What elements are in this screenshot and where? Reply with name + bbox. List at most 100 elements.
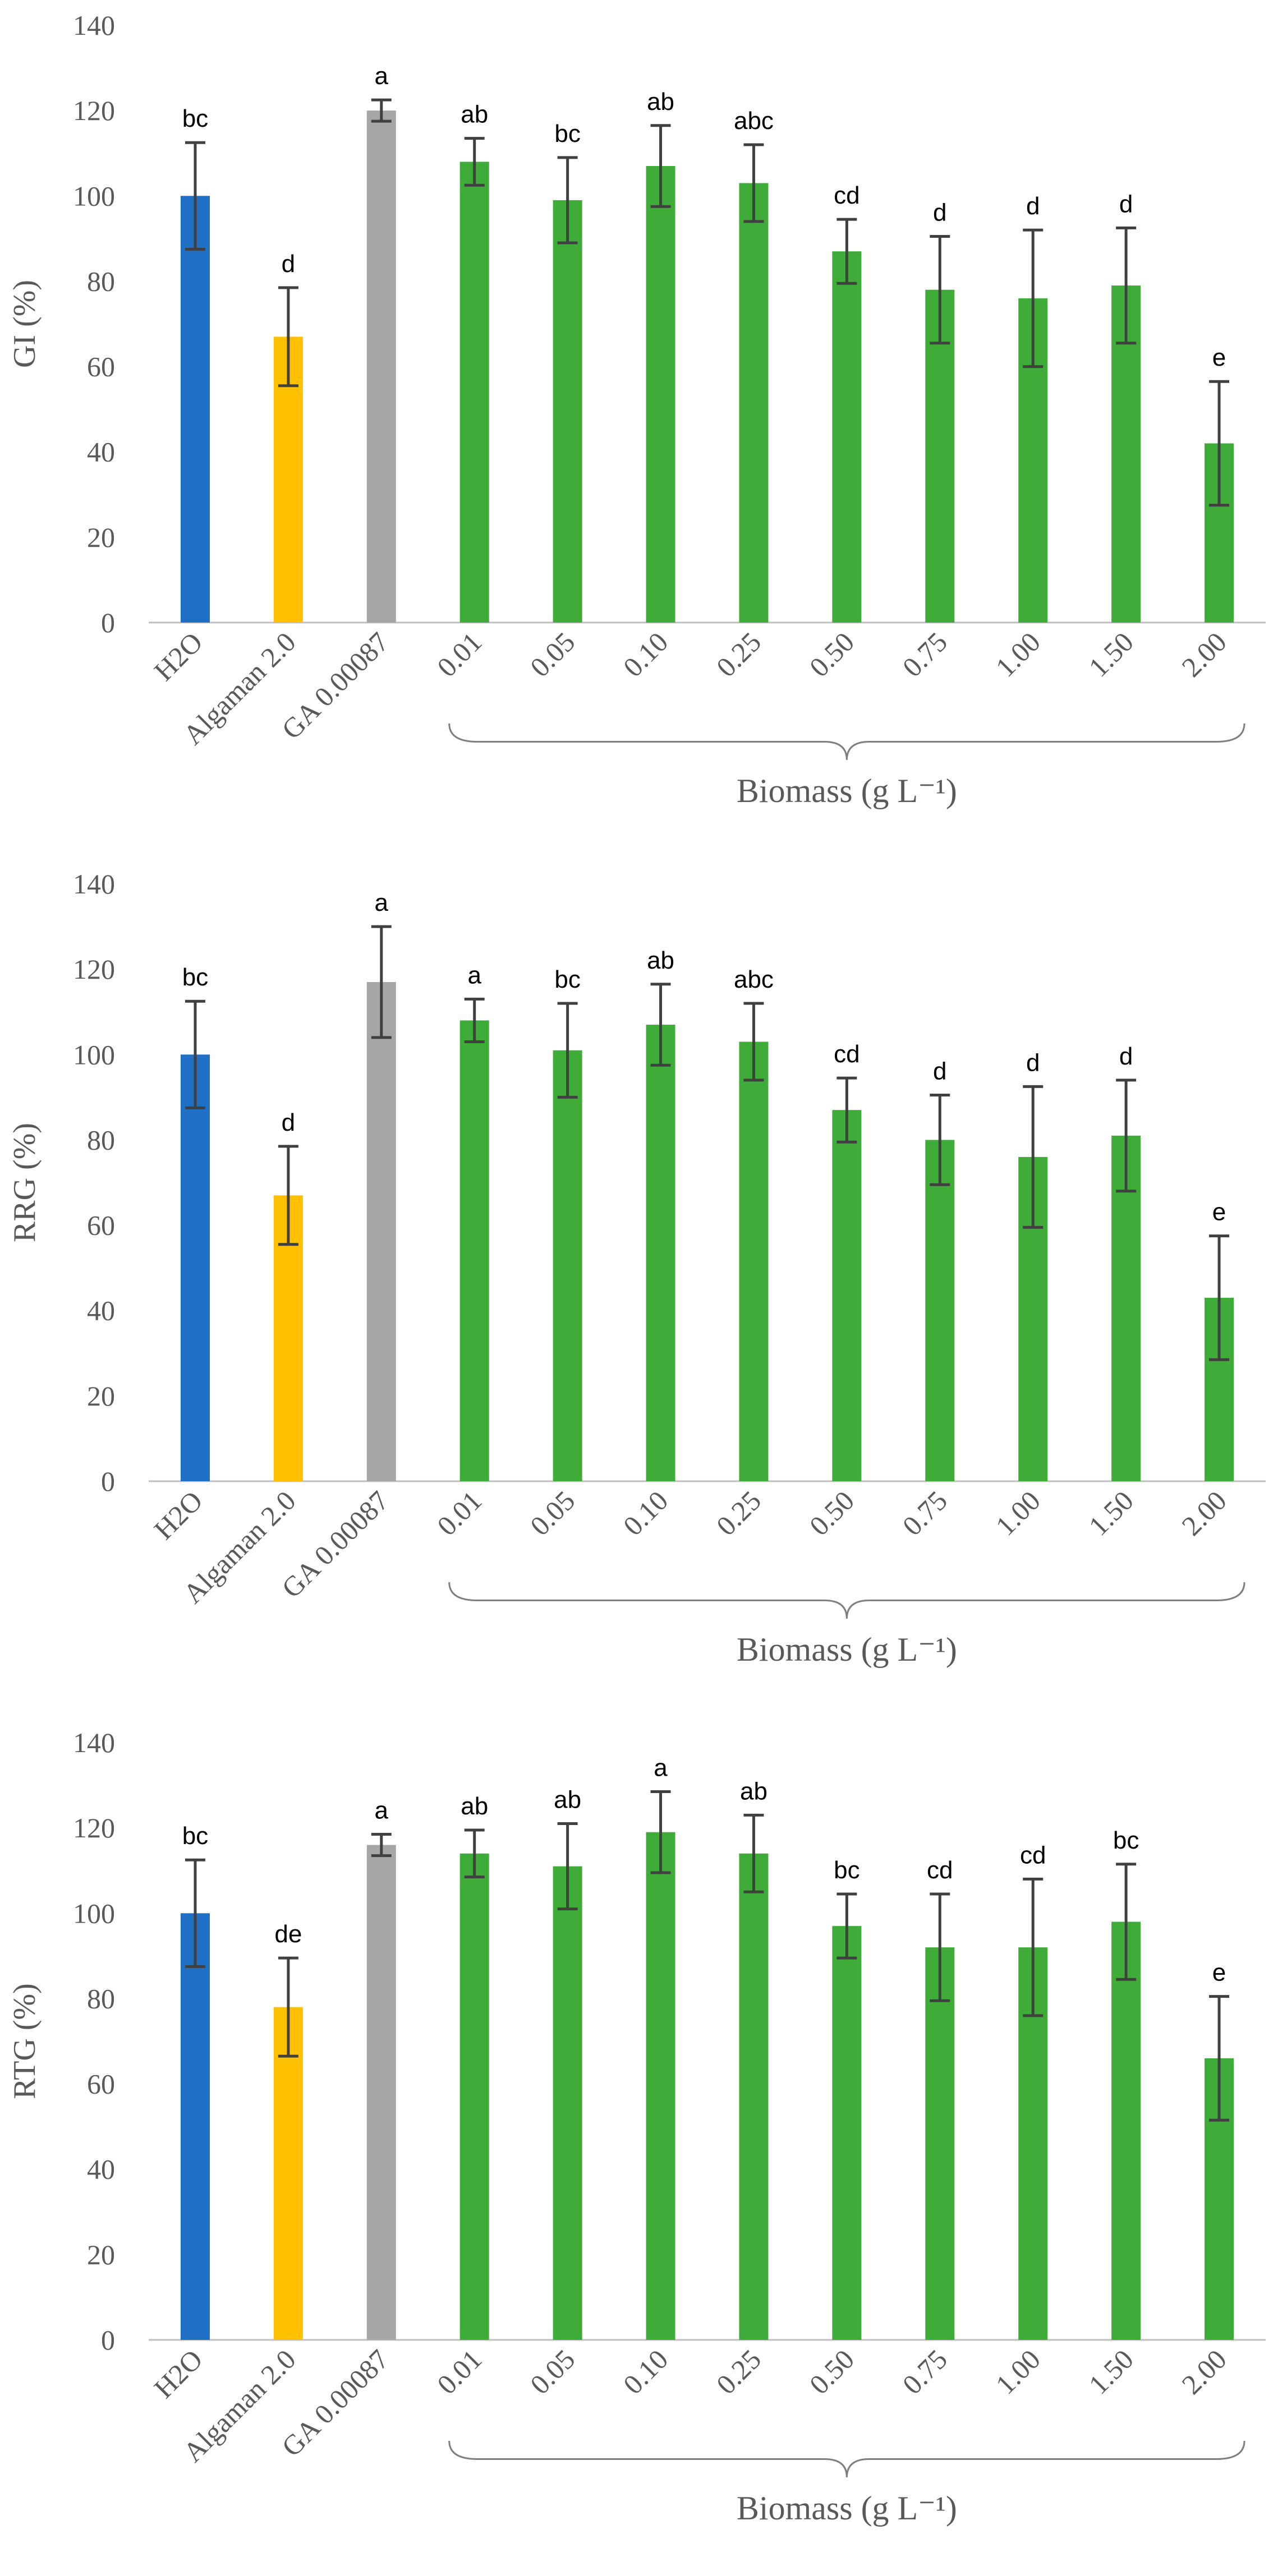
significance-letter: bc [834, 1856, 859, 1884]
significance-letter: a [375, 889, 389, 916]
bar-0.75 [925, 289, 955, 623]
category-label: 0.50 [803, 626, 860, 683]
bar-GA 0.00087 [366, 1845, 396, 2340]
bar-0.01 [459, 1020, 489, 1481]
bar-0.10 [646, 1025, 675, 1481]
y-tick-label: 40 [87, 1295, 115, 1326]
error-bar [1023, 1877, 1044, 2017]
category-label: 1.50 [1082, 626, 1139, 683]
y-tick-label: 140 [73, 10, 115, 41]
y-tick-label: 80 [87, 1983, 115, 2014]
biomass-group-label: Biomass (g L⁻¹) [737, 772, 957, 809]
significance-letter: bc [554, 120, 580, 148]
biomass-group-label: Biomass (g L⁻¹) [737, 1631, 957, 1668]
significance-letter: bc [554, 966, 580, 993]
error-bar [650, 983, 671, 1067]
significance-letter: ab [461, 1792, 488, 1820]
y-tick-label: 0 [101, 1466, 115, 1497]
error-bar [557, 1822, 578, 1911]
error-bar [278, 1956, 298, 2058]
category-label: 1.00 [990, 1485, 1046, 1541]
significance-letter: ab [647, 947, 674, 974]
error-bar [930, 235, 950, 345]
category-label: 0.50 [803, 1485, 860, 1541]
significance-letter: d [1026, 1049, 1040, 1076]
significance-letter: d [1026, 192, 1040, 220]
error-bar [278, 286, 298, 388]
biomass-group-brace [448, 2440, 1245, 2478]
y-tick-label: 60 [87, 351, 115, 383]
error-bar [1023, 1085, 1044, 1229]
significance-letter: e [1212, 1199, 1226, 1226]
y-tick-label: 120 [73, 95, 115, 126]
category-label: 0.05 [524, 1485, 581, 1541]
significance-letter: bc [1113, 1827, 1139, 1854]
category-label: 2.00 [1175, 1485, 1232, 1541]
category-label: 1.00 [990, 626, 1046, 683]
significance-letter: a [467, 961, 481, 989]
error-bar [1209, 380, 1230, 507]
category-label: H2O [148, 1485, 208, 1545]
y-tick-label: 140 [73, 868, 115, 900]
category-label: 0.10 [617, 2343, 674, 2400]
category-label: 0.25 [710, 2343, 767, 2400]
biomass-group-brace [448, 1582, 1245, 1619]
error-bar [278, 1145, 298, 1246]
error-bar [557, 1002, 578, 1099]
bar-0.25 [739, 183, 769, 623]
y-tick-label: 60 [87, 1210, 115, 1241]
category-label: 0.01 [431, 1485, 488, 1541]
significance-letter: ab [461, 101, 488, 128]
bar-0.10 [646, 166, 675, 623]
y-tick-label: 120 [73, 953, 115, 985]
bar-0.25 [739, 1853, 769, 2340]
category-label: 0.05 [524, 626, 581, 683]
significance-letter: d [282, 250, 295, 278]
error-bar [1209, 1234, 1230, 1361]
significance-letter: bc [182, 964, 208, 991]
error-bar [371, 1833, 392, 1858]
category-label: 0.10 [617, 1485, 674, 1541]
significance-letter: d [1119, 1043, 1133, 1070]
y-axis-title: GI (%) [7, 280, 42, 368]
error-bar [185, 999, 205, 1109]
significance-letter: e [1212, 344, 1226, 371]
y-tick-label: 80 [87, 265, 115, 297]
category-label: 0.50 [803, 2343, 860, 2400]
bar-0.50 [832, 251, 862, 623]
y-tick-label: 0 [101, 607, 115, 638]
y-tick-label: 40 [87, 436, 115, 468]
bar-0.05 [553, 1866, 582, 2340]
category-label: 0.05 [524, 2343, 581, 2400]
error-bar [1023, 228, 1044, 368]
significance-letter: cd [834, 1040, 859, 1068]
bar-1.50 [1111, 1135, 1141, 1481]
significance-letter: bc [182, 105, 208, 132]
error-bar [930, 1094, 950, 1186]
y-tick-label: 100 [73, 1039, 115, 1070]
y-tick-label: 100 [73, 180, 115, 211]
error-bar [557, 156, 578, 245]
category-label: 1.50 [1082, 1485, 1139, 1541]
significance-letter: ab [740, 1777, 767, 1805]
significance-letter: bc [182, 1822, 208, 1850]
y-tick-label: 20 [87, 2239, 115, 2270]
significance-letter: d [1119, 190, 1133, 218]
category-label: 1.00 [990, 2343, 1046, 2400]
error-bar [464, 137, 485, 187]
y-tick-label: 0 [101, 2324, 115, 2356]
error-bar [1116, 1863, 1137, 1981]
y-axis-title: RTG (%) [7, 1983, 42, 2099]
y-tick-label: 140 [73, 1727, 115, 1758]
significance-letter: cd [1020, 1841, 1046, 1869]
bar-0.50 [832, 1110, 862, 1481]
error-bar [650, 1790, 671, 1874]
category-label: 0.10 [617, 626, 674, 683]
error-bar [1209, 1995, 1230, 2122]
significance-letter: ab [554, 1786, 581, 1814]
error-bar [185, 1858, 205, 1968]
error-bar [836, 1892, 857, 1960]
chart-panel-rrg: 0 20 40 60 80 100 120 140 RRG (%) bc H2O d Algaman 2… [0, 859, 1287, 1717]
